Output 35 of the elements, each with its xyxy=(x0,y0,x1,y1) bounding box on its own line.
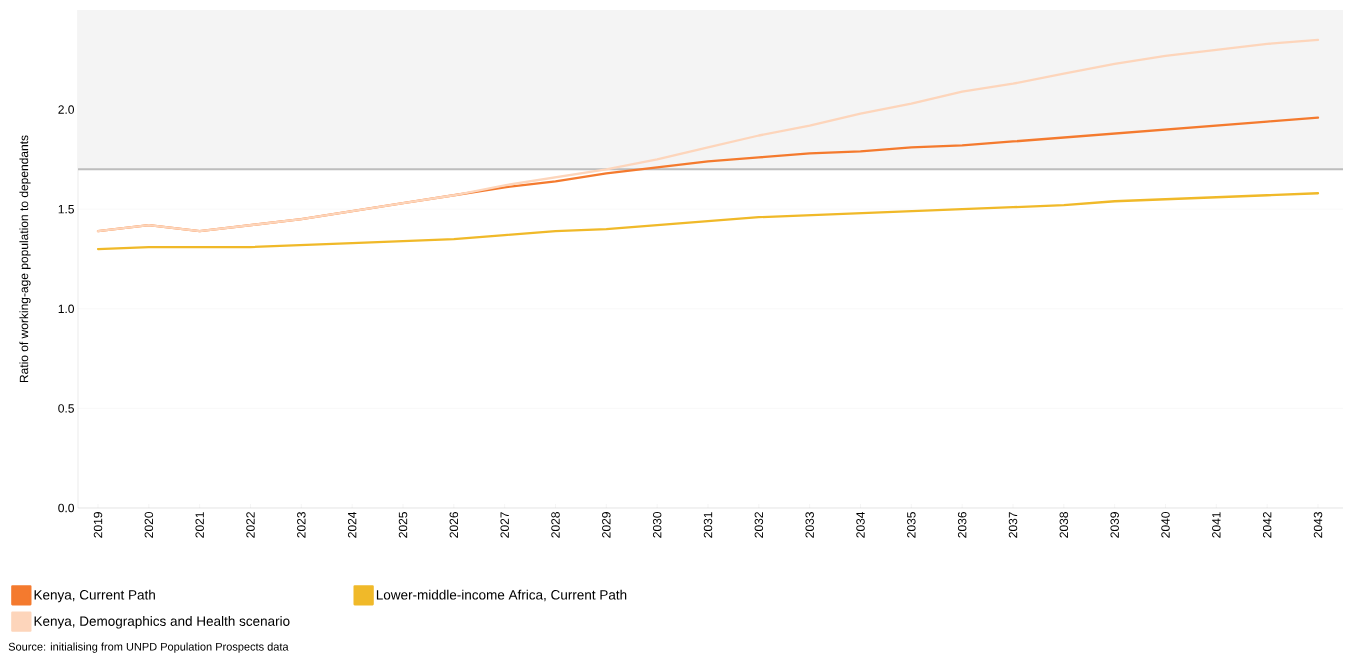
x-tick-label: 2030 xyxy=(652,512,662,538)
x-tick-label: 2041 xyxy=(1212,512,1221,538)
x-tick-label: 2031 xyxy=(703,512,713,538)
x-tick-label: 2036 xyxy=(957,512,967,538)
x-tick-label: 2038 xyxy=(1059,512,1069,538)
source-note: Source: initialising from UNPD Population Prospects data xyxy=(8,642,289,653)
x-tick-label: 2034 xyxy=(856,511,865,538)
x-tick-label: 2019 xyxy=(93,512,103,538)
x-tick-label: 2042 xyxy=(1262,512,1272,538)
x-tick-label: 2033 xyxy=(805,512,814,538)
legend-label: Lower-middle-income Africa, Current Path xyxy=(376,589,627,602)
x-tick-label: 2037 xyxy=(1008,512,1018,538)
y-tick-label: 2.0 xyxy=(58,105,75,114)
y-tick-label: 0.5 xyxy=(58,404,74,413)
x-tick-label: 2039 xyxy=(1110,512,1119,538)
y-tick-label: 0.0 xyxy=(58,503,75,513)
x-tick-label: 2027 xyxy=(500,512,509,538)
x-tick-label: 2029 xyxy=(602,512,611,538)
x-tick-label: 2043 xyxy=(1313,512,1323,538)
x-tick-label: 2020 xyxy=(144,512,154,538)
legend-label: Kenya, Demographics and Health scenario xyxy=(34,616,290,629)
y-tick-label: 1.0 xyxy=(58,304,75,314)
x-tick-label: 2025 xyxy=(398,512,408,538)
y-axis-title: Ratio of working-age population to dependants xyxy=(19,135,31,383)
y-tick-label: 1.5 xyxy=(58,205,74,214)
x-tick-label: 2040 xyxy=(1161,512,1170,538)
x-tick-label: 2023 xyxy=(297,512,306,538)
x-tick-label: 2026 xyxy=(449,512,459,538)
x-tick-label: 2032 xyxy=(754,512,764,538)
x-tick-label: 2024 xyxy=(347,511,357,538)
legend-label: Kenya, Current Path xyxy=(34,589,155,603)
x-tick-label: 2021 xyxy=(195,512,204,538)
x-tick-label: 2028 xyxy=(551,512,560,538)
x-tick-label: 2035 xyxy=(907,512,916,538)
x-tick-label: 2022 xyxy=(246,512,255,538)
